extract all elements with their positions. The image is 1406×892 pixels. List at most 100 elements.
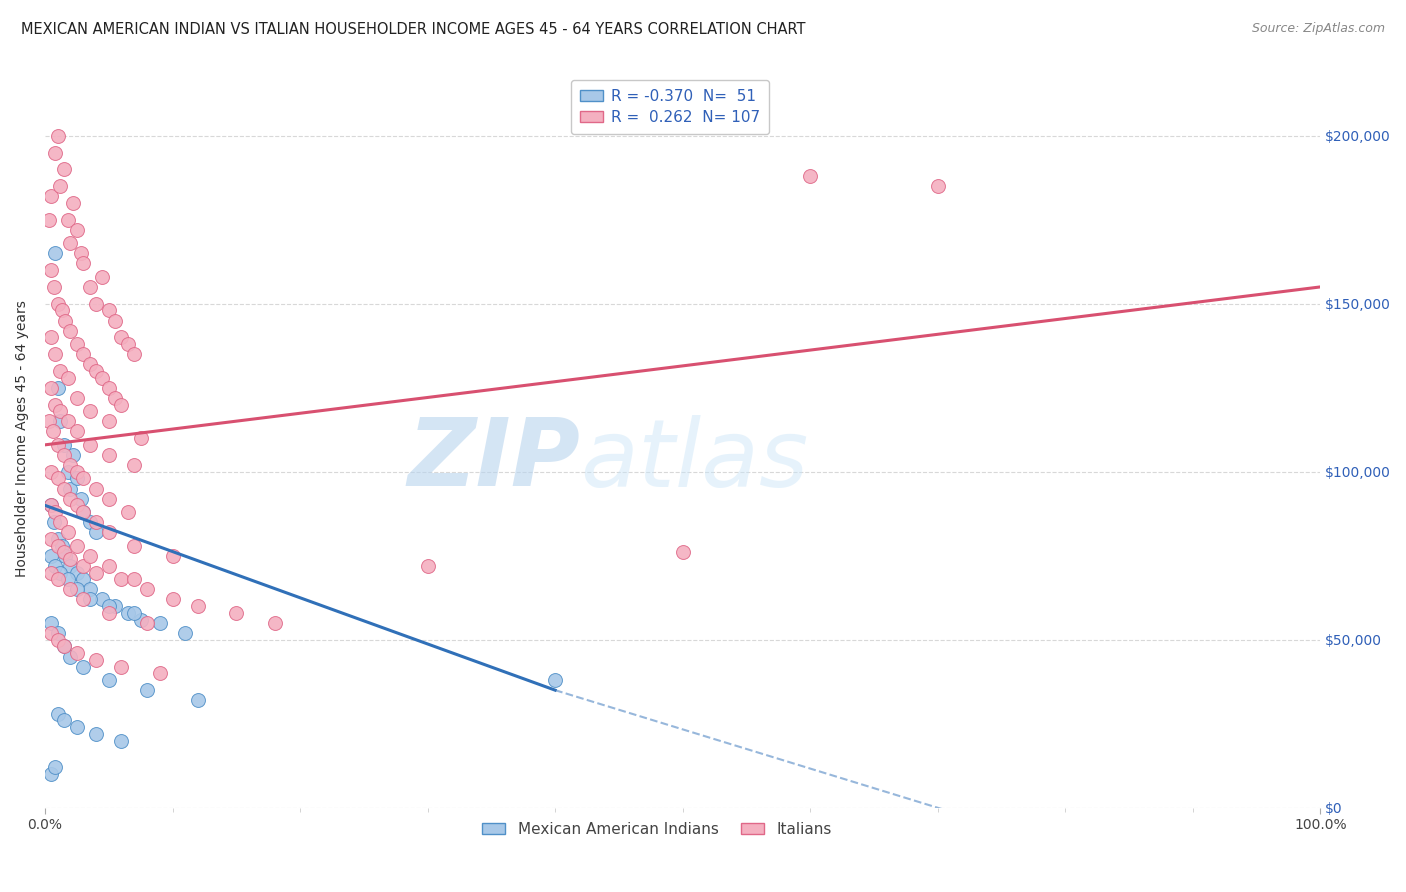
Point: [122, 539, 145, 553]
Point: [44, 246, 66, 260]
Point: [56, 465, 79, 479]
Point: [136, 615, 159, 630]
Point: [62, 195, 84, 210]
Point: [72, 558, 94, 573]
Point: [46, 297, 69, 311]
Point: [66, 471, 89, 485]
Point: [53, 313, 76, 327]
Point: [41, 532, 63, 546]
Point: [53, 640, 76, 654]
Point: [49, 179, 72, 194]
Point: [44, 398, 66, 412]
Point: [59, 458, 82, 472]
Point: [91, 370, 114, 384]
Point: [59, 482, 82, 496]
Point: [66, 539, 89, 553]
Point: [79, 438, 101, 452]
Point: [56, 370, 79, 384]
Point: [97, 381, 120, 395]
Point: [72, 505, 94, 519]
Point: [84, 727, 107, 741]
Point: [84, 482, 107, 496]
Point: [672, 545, 695, 559]
Point: [72, 505, 94, 519]
Point: [46, 572, 69, 586]
Point: [91, 592, 114, 607]
Point: [53, 482, 76, 496]
Point: [46, 626, 69, 640]
Point: [72, 592, 94, 607]
Text: atlas: atlas: [581, 415, 808, 506]
Point: [59, 491, 82, 506]
Point: [46, 128, 69, 143]
Point: [187, 693, 209, 707]
Point: [41, 263, 63, 277]
Point: [122, 347, 145, 361]
Point: [38, 212, 60, 227]
Text: Source: ZipAtlas.com: Source: ZipAtlas.com: [1251, 22, 1385, 36]
Point: [149, 615, 172, 630]
Point: [84, 364, 107, 378]
Point: [41, 425, 63, 439]
Point: [927, 179, 949, 194]
Point: [42, 280, 65, 294]
Point: [53, 448, 76, 462]
Point: [110, 572, 132, 586]
Point: [53, 549, 76, 563]
Point: [46, 539, 69, 553]
Point: [49, 566, 72, 580]
Point: [66, 223, 89, 237]
Point: [66, 499, 89, 513]
Text: ZIP: ZIP: [408, 414, 581, 507]
Point: [97, 303, 120, 318]
Point: [117, 337, 139, 351]
Point: [44, 505, 66, 519]
Point: [122, 458, 145, 472]
Point: [51, 303, 73, 318]
Point: [72, 347, 94, 361]
Point: [38, 414, 60, 428]
Point: [84, 525, 107, 540]
Point: [44, 145, 66, 160]
Point: [97, 448, 120, 462]
Point: [41, 499, 63, 513]
Point: [117, 505, 139, 519]
Point: [56, 212, 79, 227]
Point: [162, 549, 184, 563]
Point: [59, 552, 82, 566]
Point: [110, 733, 132, 747]
Point: [129, 431, 152, 445]
Point: [41, 566, 63, 580]
Point: [136, 582, 159, 597]
Point: [104, 313, 127, 327]
Point: [66, 425, 89, 439]
Point: [97, 558, 120, 573]
Text: MEXICAN AMERICAN INDIAN VS ITALIAN HOUSEHOLDER INCOME AGES 45 - 64 YEARS CORRELA: MEXICAN AMERICAN INDIAN VS ITALIAN HOUSE…: [21, 22, 806, 37]
Point: [84, 515, 107, 529]
Point: [49, 404, 72, 418]
Point: [42, 515, 65, 529]
Point: [117, 606, 139, 620]
Point: [62, 448, 84, 462]
Point: [72, 471, 94, 485]
Point: [69, 491, 91, 506]
Point: [97, 673, 120, 687]
Point: [66, 720, 89, 734]
Point: [97, 491, 120, 506]
Point: [174, 626, 197, 640]
Point: [97, 525, 120, 540]
Point: [79, 592, 101, 607]
Point: [59, 558, 82, 573]
Point: [104, 391, 127, 405]
Point: [66, 337, 89, 351]
Point: [41, 189, 63, 203]
Point: [53, 438, 76, 452]
Point: [149, 666, 172, 681]
Legend: Mexican American Indians, Italians: Mexican American Indians, Italians: [475, 814, 839, 845]
Point: [46, 532, 69, 546]
Point: [51, 539, 73, 553]
Point: [41, 549, 63, 563]
Point: [66, 582, 89, 597]
Point: [79, 549, 101, 563]
Y-axis label: Householder Income Ages 45 - 64 years: Householder Income Ages 45 - 64 years: [15, 300, 30, 576]
